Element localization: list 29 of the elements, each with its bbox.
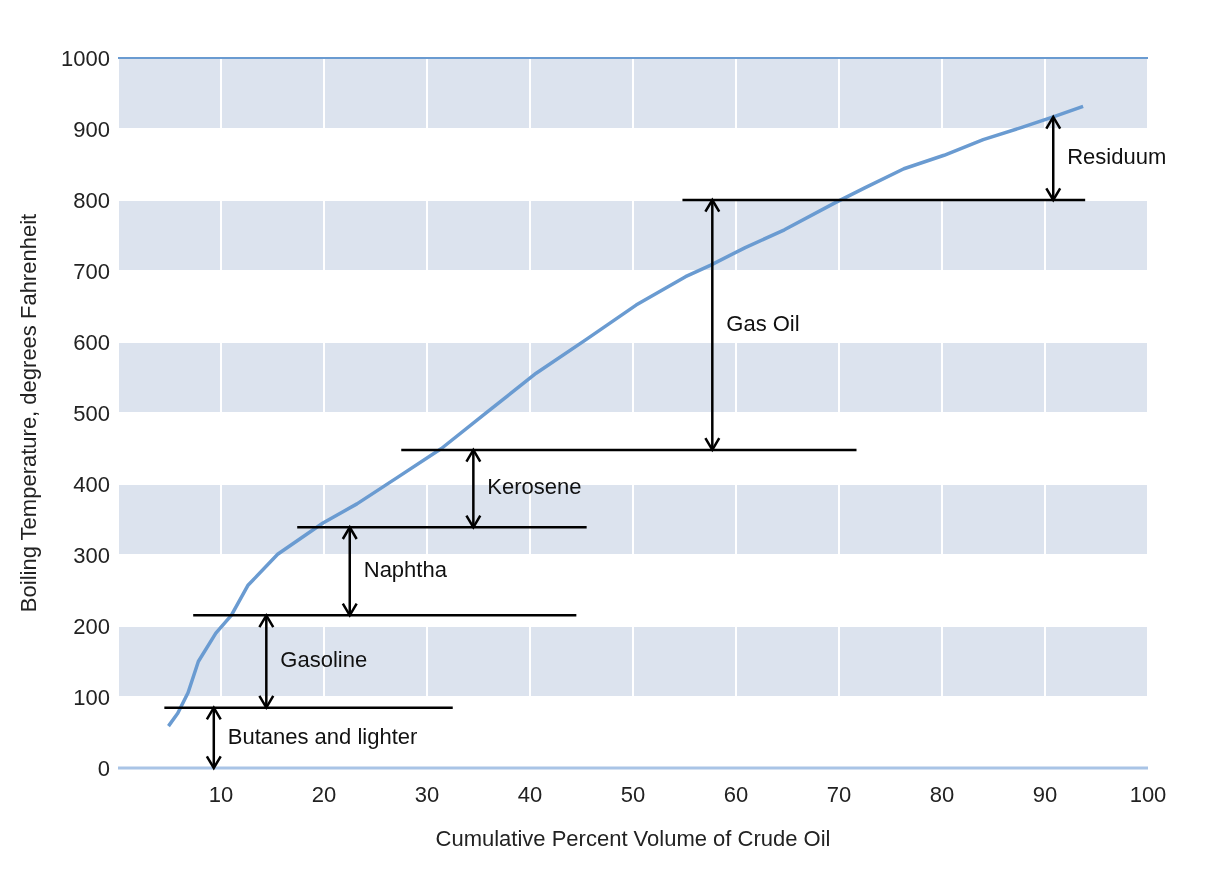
y-tick-label: 0 bbox=[97, 755, 110, 781]
annotation: Residuum bbox=[1067, 144, 1167, 170]
x-tick-label: 70 bbox=[826, 781, 852, 807]
x-tick-label: 10 bbox=[208, 781, 234, 807]
annotation: Butanes and lighter bbox=[227, 723, 418, 749]
x-tick-label: 30 bbox=[414, 781, 440, 807]
x-tick-label: 50 bbox=[620, 781, 646, 807]
y-tick-label: 600 bbox=[73, 329, 110, 355]
annotation: Naphtha bbox=[363, 557, 448, 583]
y-tick-label: 200 bbox=[73, 613, 110, 639]
x-tick-label: 40 bbox=[517, 781, 543, 807]
annotation: Kerosene bbox=[487, 474, 582, 500]
y-tick-label: 300 bbox=[73, 542, 110, 568]
annotation: Gasoline bbox=[280, 647, 368, 673]
x-tick-label: 100 bbox=[1129, 781, 1167, 807]
x-tick-label: 20 bbox=[311, 781, 337, 807]
y-tick-label: 400 bbox=[73, 471, 110, 497]
x-tick-label: 60 bbox=[723, 781, 749, 807]
y-tick-label: 1000 bbox=[61, 45, 110, 71]
y-tick-label: 500 bbox=[73, 400, 110, 426]
x-axis-title: Cumulative Percent Volume of Crude Oil bbox=[435, 826, 831, 851]
y-axis-title: Boiling Temperature, degrees Fahrenheit bbox=[15, 213, 41, 613]
y-tick-label: 100 bbox=[73, 684, 110, 710]
y-tick-label: 800 bbox=[73, 187, 110, 213]
x-tick-label: 90 bbox=[1032, 781, 1058, 807]
annotation: Gas Oil bbox=[726, 310, 800, 336]
y-tick-label: 900 bbox=[73, 116, 110, 142]
y-tick-label: 700 bbox=[73, 258, 110, 284]
x-tick-label: 80 bbox=[929, 781, 955, 807]
